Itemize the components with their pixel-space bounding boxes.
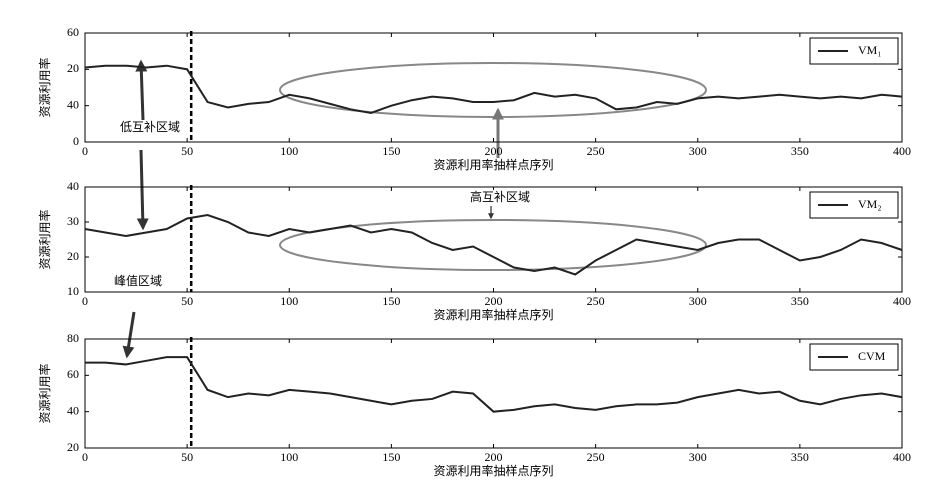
annotation: 高互补区域 (470, 189, 530, 204)
x-tick-label: 0 (82, 294, 88, 308)
x-axis-label: 资源利用率抽样点序列 (433, 157, 553, 172)
y-axis-label: 资源利用率 (37, 363, 52, 423)
y-tick-label: 10 (67, 284, 79, 298)
y-tick-label: 40 (67, 403, 79, 417)
x-axis-label: 资源利用率抽样点序列 (433, 463, 553, 478)
y-tick-label: 20 (67, 61, 79, 75)
x-tick-label: 100 (280, 294, 298, 308)
legend-label: CVM (858, 349, 886, 363)
y-tick-label: 80 (67, 331, 79, 345)
decorations (122, 59, 707, 359)
x-tick-label: 350 (791, 144, 809, 158)
series-line (84, 64, 903, 114)
x-tick-label: 300 (689, 450, 707, 464)
x-tick-label: 150 (382, 294, 400, 308)
series-line (84, 213, 903, 276)
y-tick-label: 40 (67, 179, 79, 193)
arrow (122, 311, 136, 359)
x-tick-label: 150 (382, 450, 400, 464)
x-tick-label: 0 (82, 450, 88, 464)
x-tick-label: 100 (280, 450, 298, 464)
x-tick-label: 50 (181, 294, 193, 308)
legend-label: VM₁ (858, 43, 882, 57)
x-tick-label: 0 (82, 144, 88, 158)
annotation-bg (102, 274, 174, 290)
plot-frame (84, 32, 903, 143)
y-tick-label: 30 (67, 214, 79, 228)
legend-label: VM₂ (858, 197, 882, 211)
x-tick-label: 300 (689, 294, 707, 308)
ellipse (279, 62, 707, 118)
x-tick-label: 400 (893, 450, 911, 464)
x-tick-label: 400 (893, 294, 911, 308)
x-axis-label: 资源利用率抽样点序列 (433, 307, 553, 322)
ellipse (279, 219, 707, 271)
x-tick-label: 50 (181, 144, 193, 158)
series-line (85, 356, 903, 413)
x-tick-label: 50 (181, 450, 193, 464)
y-axis-label: 资源利用率 (37, 209, 52, 269)
x-tick-label: 250 (587, 450, 605, 464)
x-tick-label: 250 (587, 294, 605, 308)
y-tick-label: 20 (67, 249, 79, 263)
x-tick-label: 200 (485, 450, 503, 464)
y-tick-label: 0 (73, 134, 79, 148)
x-tick-label: 150 (382, 144, 400, 158)
x-tick-label: 250 (587, 144, 605, 158)
arrow (135, 59, 148, 121)
plot-frame (84, 338, 903, 449)
annotation: 峰值区域 (114, 273, 162, 288)
x-tick-label: 300 (689, 144, 707, 158)
annotation-bg (464, 190, 536, 206)
x-tick-label: 200 (485, 144, 503, 158)
x-tick-label: 350 (791, 294, 809, 308)
x-tick-label: 350 (791, 450, 809, 464)
annotation-bg (114, 120, 186, 136)
y-tick-label: 60 (67, 25, 79, 39)
x-tick-label: 200 (485, 294, 503, 308)
y-axis-label: 资源利用率 (37, 57, 52, 117)
x-tick-label: 400 (893, 144, 911, 158)
y-tick-label: 60 (67, 367, 79, 381)
annotation: 低互补区域 (120, 120, 180, 134)
y-tick-label: 40 (67, 97, 79, 111)
arrow (136, 149, 149, 231)
x-tick-label: 100 (280, 144, 298, 158)
y-tick-label: 20 (67, 440, 79, 454)
